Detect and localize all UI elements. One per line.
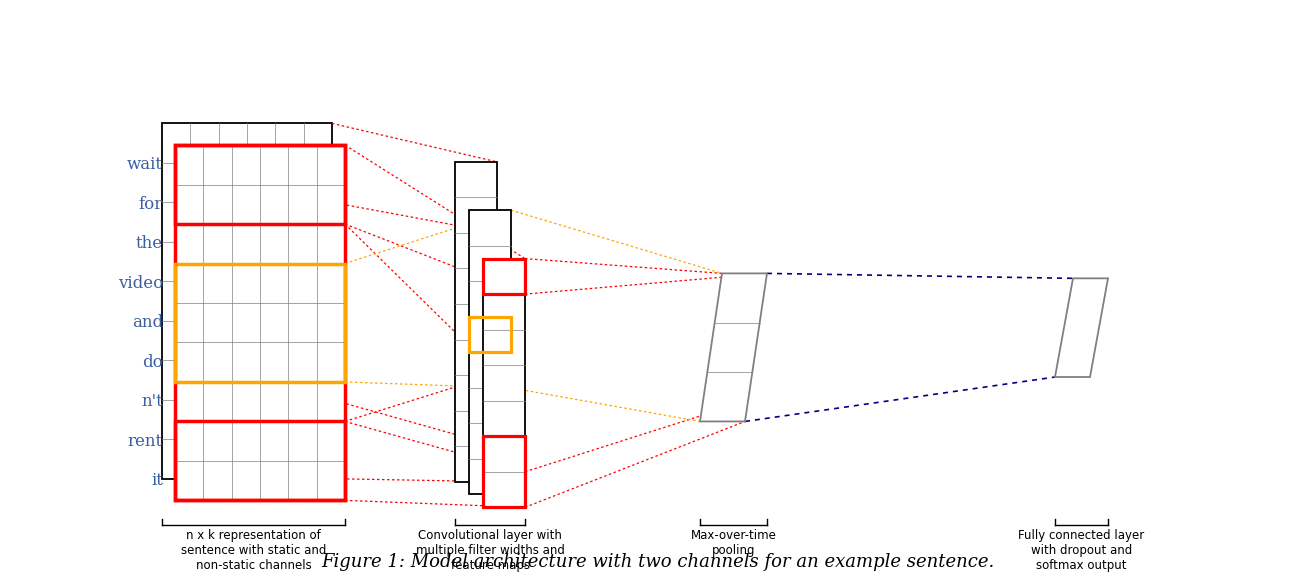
Bar — [468, 210, 511, 495]
Text: n't: n't — [141, 393, 163, 410]
Bar — [175, 145, 345, 224]
Polygon shape — [700, 274, 767, 421]
Bar — [483, 436, 525, 508]
Bar — [455, 162, 497, 482]
Text: and: and — [132, 314, 163, 331]
Bar — [483, 258, 525, 294]
Bar — [162, 123, 332, 478]
Text: Convolutional layer with
multiple filter widths and
feature maps: Convolutional layer with multiple filter… — [416, 529, 565, 572]
Bar — [175, 421, 345, 501]
Text: for: for — [138, 196, 163, 213]
Text: it: it — [151, 472, 163, 489]
Text: video: video — [117, 275, 163, 292]
Polygon shape — [1055, 278, 1108, 377]
Text: n x k representation of
sentence with static and
non-static channels: n x k representation of sentence with st… — [180, 529, 326, 572]
Text: do: do — [142, 354, 163, 371]
Text: wait: wait — [128, 157, 163, 173]
Bar — [175, 264, 345, 382]
Bar — [468, 317, 511, 352]
Bar — [175, 145, 345, 501]
Text: Figure 1: Model architecture with two channels for an example sentence.: Figure 1: Model architecture with two ch… — [321, 553, 995, 572]
Text: Max-over-time
pooling: Max-over-time pooling — [691, 529, 776, 557]
Bar — [483, 258, 525, 508]
Text: Fully connected layer
with dropout and
softmax output: Fully connected layer with dropout and s… — [1019, 529, 1145, 572]
Text: rent: rent — [128, 432, 163, 450]
Text: the: the — [136, 235, 163, 252]
